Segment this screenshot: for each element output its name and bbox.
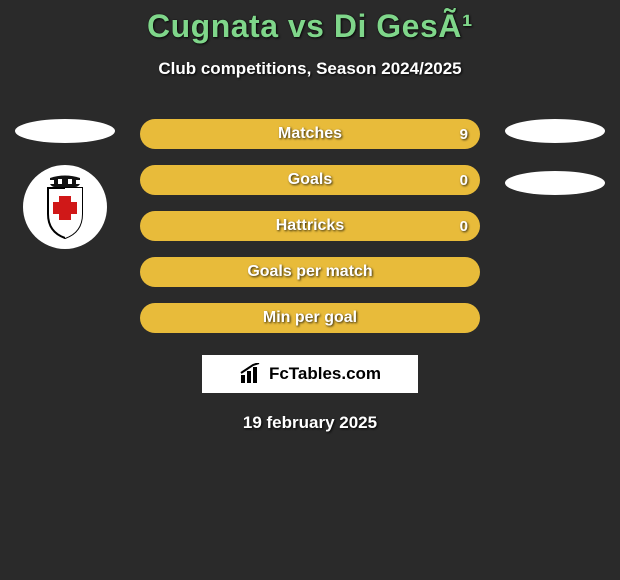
bar-label: Min per goal (263, 309, 357, 327)
date-line: 19 february 2025 (0, 413, 620, 433)
page-title: Cugnata vs Di GesÃ¹ (0, 8, 620, 45)
left-ellipse-placeholder (15, 119, 115, 143)
bar-value-right: 0 (460, 218, 468, 235)
left-column (10, 119, 120, 249)
left-team-logo (23, 165, 107, 249)
stat-bars: Matches 9 Goals 0 Hattricks 0 Goals per … (140, 119, 480, 333)
bar-goals: Goals 0 (140, 165, 480, 195)
fctables-badge[interactable]: FcTables.com (202, 355, 418, 393)
fctables-label: FcTables.com (269, 364, 381, 384)
club-crest-icon (30, 172, 100, 242)
bar-chart-icon (239, 363, 265, 385)
bar-value-right: 9 (460, 126, 468, 143)
bar-matches: Matches 9 (140, 119, 480, 149)
bar-goals-per-match: Goals per match (140, 257, 480, 287)
bar-hattricks: Hattricks 0 (140, 211, 480, 241)
bar-value-right: 0 (460, 172, 468, 189)
subtitle: Club competitions, Season 2024/2025 (0, 59, 620, 79)
bar-label: Matches (278, 125, 342, 143)
right-column (500, 119, 610, 195)
main-area: Matches 9 Goals 0 Hattricks 0 Goals per … (0, 119, 620, 433)
infographic-root: Cugnata vs Di GesÃ¹ Club competitions, S… (0, 0, 620, 433)
bar-min-per-goal: Min per goal (140, 303, 480, 333)
right-ellipse-placeholder-2 (505, 171, 605, 195)
bar-label: Goals per match (247, 263, 372, 281)
bar-label: Hattricks (276, 217, 344, 235)
right-ellipse-placeholder-1 (505, 119, 605, 143)
bar-label: Goals (288, 171, 332, 189)
